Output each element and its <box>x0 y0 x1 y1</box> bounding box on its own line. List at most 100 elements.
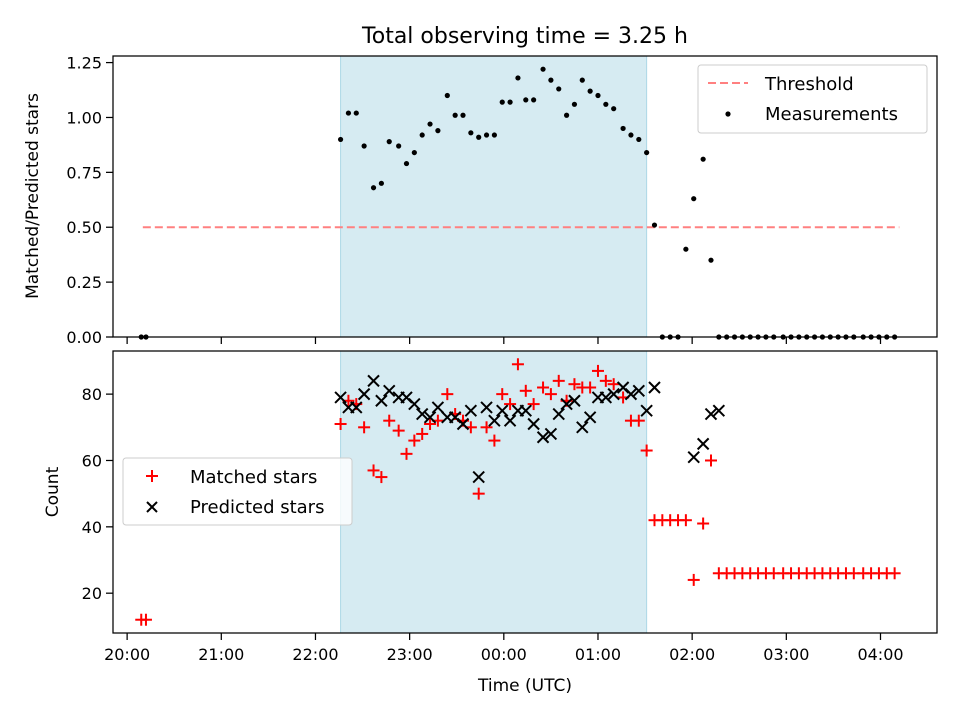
predicted-star-point <box>423 411 437 424</box>
measurement-point <box>499 99 505 105</box>
measurement-point <box>435 128 441 134</box>
measurement-point <box>540 66 546 72</box>
matched-star-point <box>591 364 604 377</box>
matched-star-point <box>441 388 454 401</box>
predicted-star-point <box>576 421 589 434</box>
predicted-star-point <box>503 414 517 427</box>
predicted-star-point <box>383 384 396 398</box>
matched-star-point <box>496 388 509 401</box>
predicted-star-point <box>496 404 509 417</box>
count-panel: 20:00 21:00 22:00 23:00 00:00 01:00 02:00 03:00… <box>43 350 938 696</box>
measurement-point <box>353 110 359 116</box>
matched-stars-legend-swatch <box>146 470 158 482</box>
y-tick-label: 40 <box>82 518 102 537</box>
measurement-point <box>708 257 714 263</box>
y-tick-label: 1.25 <box>66 54 102 73</box>
predicted-star-point <box>632 384 645 398</box>
predicted-stars-legend-swatch <box>146 501 158 513</box>
measurement-point <box>396 143 402 149</box>
measurement-point <box>628 132 634 138</box>
measurement-point <box>548 77 554 83</box>
matched-star-point <box>568 378 581 391</box>
predicted-star-point <box>568 394 581 407</box>
matched-star-point <box>537 381 550 394</box>
predicted-star-point <box>552 407 565 421</box>
measurement-point <box>571 101 578 107</box>
predicted-star-point <box>583 411 597 424</box>
predicted-star-point <box>624 387 638 401</box>
count-legend: Matched stars Predicted stars <box>122 457 353 526</box>
matched-star-point <box>584 381 597 394</box>
matched-star-point <box>416 427 429 440</box>
ratio-y-ticks: 0.00 0.25 0.50 0.75 1.00 1.25 <box>66 54 113 347</box>
matched-star-point <box>375 471 388 484</box>
measurement-point <box>700 156 706 162</box>
matched-star-point <box>392 424 405 437</box>
measurement-point <box>515 75 521 81</box>
y-tick-label: 1.00 <box>66 108 102 127</box>
measurement-point <box>337 136 344 143</box>
matched-star-point <box>704 454 717 467</box>
x-tick-label: 00:00 <box>481 645 527 664</box>
figure-title: Total observing time = 3.25 h <box>361 24 688 49</box>
ratio-y-axis-label: Matched/Predicted stars <box>23 93 43 299</box>
predicted-star-point <box>536 431 550 444</box>
matched-star-point <box>640 444 653 457</box>
predicted-star-point <box>696 437 710 451</box>
x-tick-label: 22:00 <box>292 645 338 664</box>
observing-window-shade-top <box>340 55 648 338</box>
x-tick-label: 01:00 <box>575 645 621 664</box>
ratio-legend-box <box>697 64 928 134</box>
predicted-stars-legend-label: Predicted stars <box>190 497 324 518</box>
x-tick-label: 04:00 <box>857 645 903 664</box>
predicted-star-point <box>357 387 371 401</box>
predicted-star-point <box>431 401 445 414</box>
measurement-point <box>361 143 367 149</box>
matched-star-point <box>383 414 396 427</box>
predicted-star-point <box>456 417 470 431</box>
measurement-point <box>636 136 642 143</box>
matched-star-point <box>519 384 532 397</box>
x-tick-label: 21:00 <box>198 645 244 664</box>
predicted-star-point <box>640 404 653 417</box>
matched-star-point <box>697 517 710 530</box>
measurement-point <box>427 121 433 127</box>
matched-star-point <box>367 464 380 477</box>
matched-star-point <box>408 434 421 447</box>
matched-star-point <box>552 374 565 387</box>
measurement-point <box>603 101 609 107</box>
predicted-star-point <box>480 401 493 414</box>
predicted-star-point <box>334 391 347 404</box>
y-tick-label: 80 <box>82 385 102 404</box>
measurement-point <box>452 112 458 118</box>
count-legend-box <box>122 457 353 526</box>
predicted-star-point <box>375 394 388 407</box>
threshold-legend-label: Threshold <box>764 74 854 95</box>
y-tick-label: 0.25 <box>66 273 102 292</box>
matched-star-point <box>687 573 700 586</box>
y-tick-label: 0.75 <box>66 163 102 182</box>
predicted-star-point <box>472 470 485 484</box>
measurement-point <box>468 130 474 136</box>
predicted-star-point <box>519 404 532 417</box>
predicted-star-point <box>599 391 613 404</box>
measurement-point <box>476 134 482 140</box>
measurement-points <box>138 66 898 340</box>
matched-star-point <box>480 421 493 434</box>
measurement-point <box>683 246 689 252</box>
predicted-star-point <box>527 417 540 431</box>
measurement-point <box>411 149 417 156</box>
x-axis-label: Time (UTC) <box>477 676 572 696</box>
y-tick-label: 60 <box>82 451 102 470</box>
count-plot-frame <box>112 350 938 634</box>
x-tick-label: 02:00 <box>669 645 715 664</box>
x-tick-label: 03:00 <box>763 645 809 664</box>
y-tick-label: 0.00 <box>66 328 102 347</box>
measurement-point <box>403 160 410 167</box>
measurement-point <box>651 222 658 228</box>
matched-star-point <box>424 417 437 430</box>
matched-stars-legend-label: Matched stars <box>190 467 317 488</box>
matched-star-point <box>527 398 540 411</box>
measurement-point <box>691 196 697 202</box>
predicted-star-point <box>712 404 726 417</box>
